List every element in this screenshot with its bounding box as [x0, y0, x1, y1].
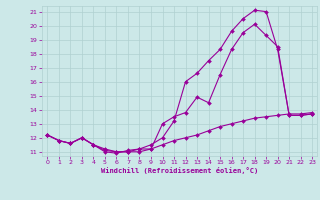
- X-axis label: Windchill (Refroidissement éolien,°C): Windchill (Refroidissement éolien,°C): [100, 167, 258, 174]
